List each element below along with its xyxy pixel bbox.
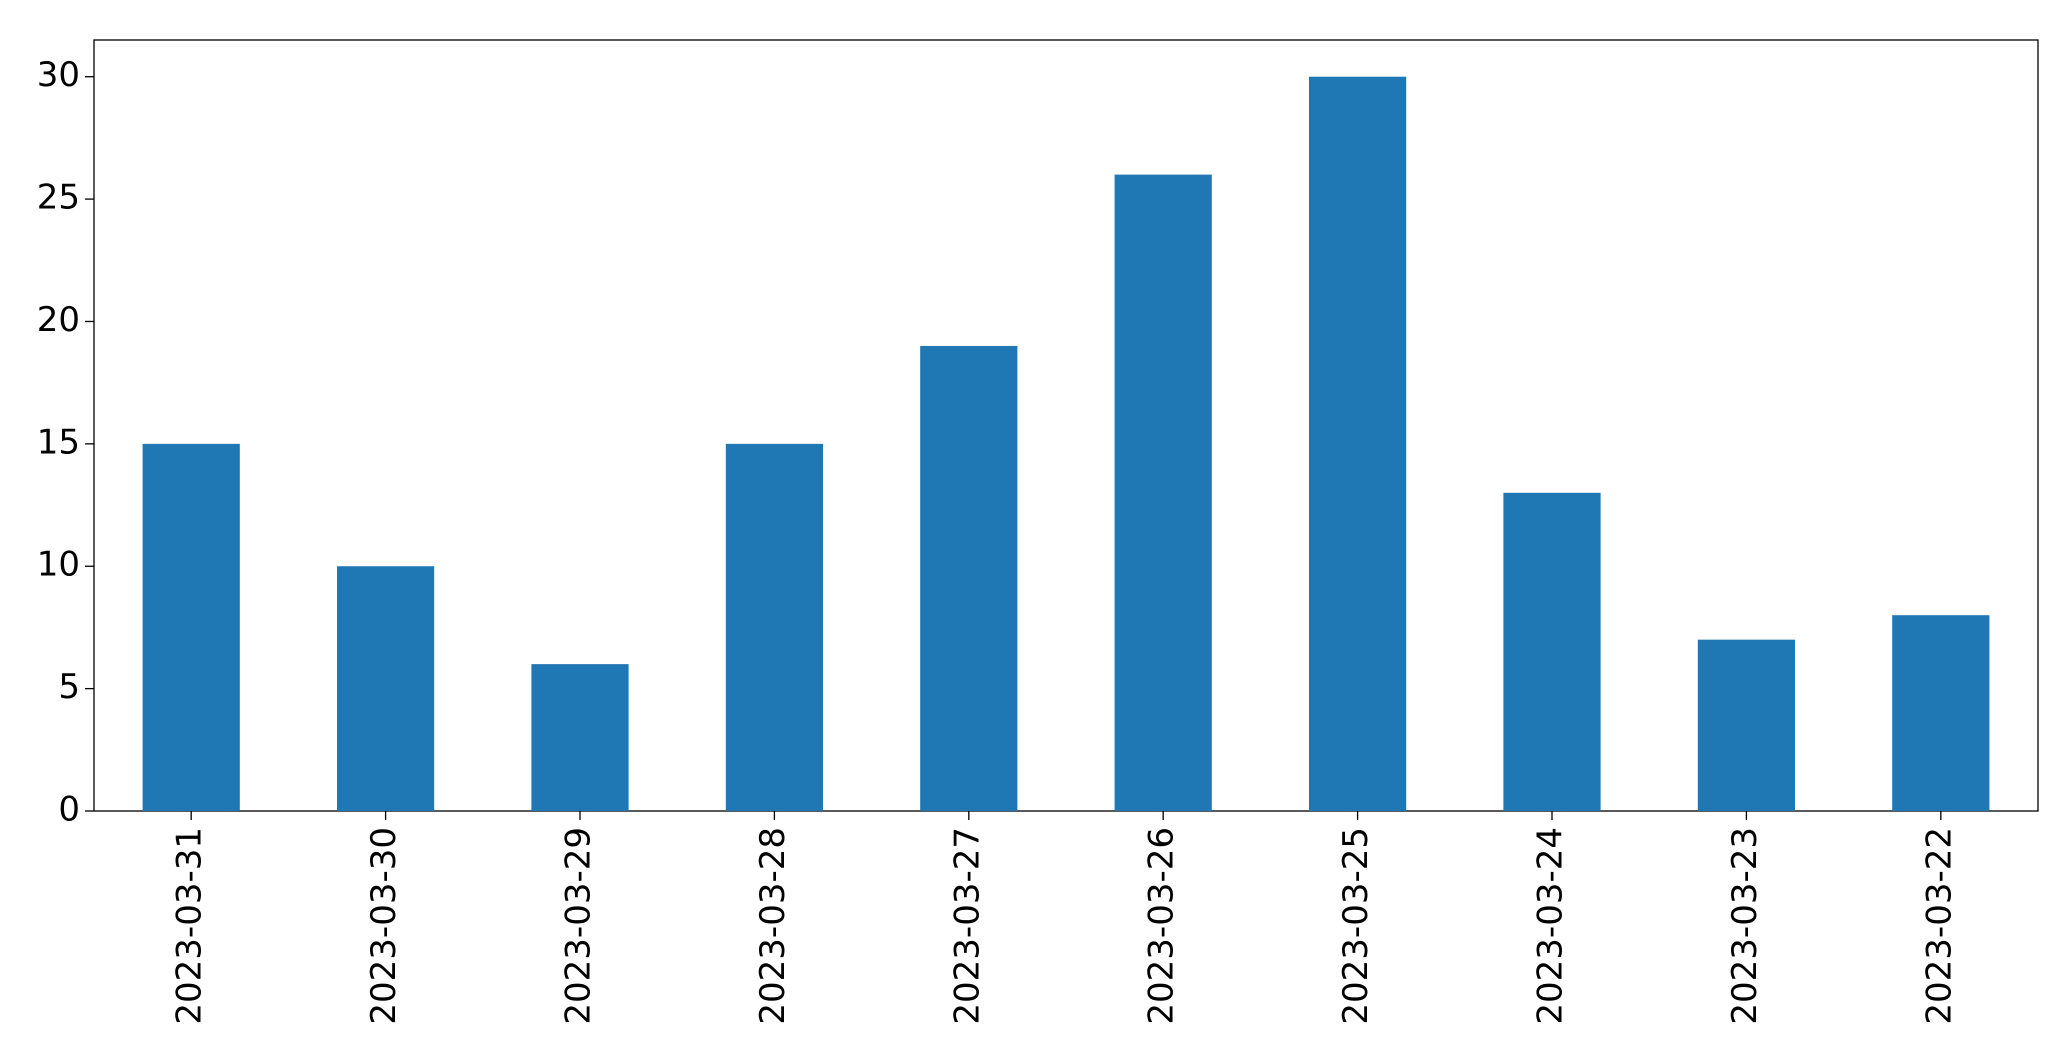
bar	[1697, 639, 1795, 811]
x-tick-label: 2023-03-25	[1336, 827, 1376, 1025]
plot-frame	[93, 39, 2039, 812]
y-tick-label: 0	[58, 790, 80, 830]
y-tick-label: 10	[37, 545, 80, 585]
y-tick-label: 25	[37, 178, 80, 218]
x-tick-label: 2023-03-26	[1142, 827, 1182, 1025]
bar	[1892, 615, 1990, 811]
x-tick-label: 2023-03-23	[1725, 827, 1765, 1025]
y-tick-label: 30	[37, 55, 80, 95]
bar	[142, 443, 240, 811]
bar	[1309, 76, 1407, 811]
bar	[1503, 492, 1601, 811]
x-tick-label: 2023-03-29	[559, 827, 599, 1025]
y-tick-label: 20	[37, 300, 80, 340]
bar	[531, 664, 629, 811]
bar	[920, 345, 1018, 811]
bar	[1114, 174, 1212, 812]
x-tick-label: 2023-03-22	[1919, 827, 1959, 1025]
bar	[337, 566, 435, 811]
y-tick-label: 5	[58, 667, 80, 707]
x-tick-label: 2023-03-31	[170, 827, 210, 1025]
x-tick-label: 2023-03-28	[753, 827, 793, 1025]
x-tick-label: 2023-03-27	[947, 827, 987, 1025]
x-tick-label: 2023-03-30	[364, 827, 404, 1025]
x-tick-label: 2023-03-24	[1531, 827, 1571, 1025]
bar	[725, 443, 823, 811]
y-tick-label: 15	[37, 422, 80, 462]
